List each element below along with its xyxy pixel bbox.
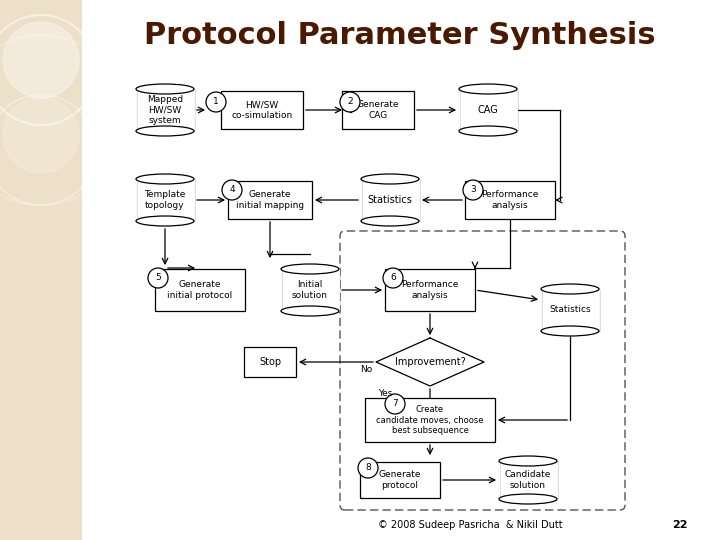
FancyBboxPatch shape bbox=[465, 181, 555, 219]
FancyBboxPatch shape bbox=[385, 269, 475, 311]
Text: 22: 22 bbox=[672, 520, 688, 530]
Ellipse shape bbox=[499, 456, 557, 466]
Text: Performance
analysis: Performance analysis bbox=[481, 190, 539, 210]
Ellipse shape bbox=[361, 216, 419, 226]
Text: Yes: Yes bbox=[378, 389, 392, 399]
Text: Initial
solution: Initial solution bbox=[292, 280, 328, 300]
FancyBboxPatch shape bbox=[136, 179, 194, 221]
Circle shape bbox=[383, 268, 403, 288]
Ellipse shape bbox=[459, 126, 517, 136]
Ellipse shape bbox=[499, 494, 557, 504]
FancyBboxPatch shape bbox=[342, 91, 414, 129]
FancyBboxPatch shape bbox=[0, 0, 82, 540]
FancyBboxPatch shape bbox=[365, 398, 495, 442]
Text: 6: 6 bbox=[390, 273, 396, 282]
Ellipse shape bbox=[541, 284, 599, 294]
Text: HW/SW
co-simulation: HW/SW co-simulation bbox=[231, 100, 292, 120]
Text: 5: 5 bbox=[155, 273, 161, 282]
Circle shape bbox=[206, 92, 226, 112]
Text: 8: 8 bbox=[365, 463, 371, 472]
FancyBboxPatch shape bbox=[155, 269, 245, 311]
FancyBboxPatch shape bbox=[360, 462, 440, 498]
Ellipse shape bbox=[361, 174, 419, 184]
FancyBboxPatch shape bbox=[281, 269, 339, 311]
Text: Protocol Parameter Synthesis: Protocol Parameter Synthesis bbox=[144, 21, 656, 50]
Text: Generate
initial protocol: Generate initial protocol bbox=[167, 280, 233, 300]
Ellipse shape bbox=[136, 174, 194, 184]
Text: Candidate
solution: Candidate solution bbox=[505, 470, 552, 490]
Text: 7: 7 bbox=[392, 400, 398, 408]
Text: Performance
analysis: Performance analysis bbox=[401, 280, 459, 300]
Ellipse shape bbox=[136, 216, 194, 226]
FancyBboxPatch shape bbox=[136, 89, 194, 131]
Text: Improvement?: Improvement? bbox=[395, 357, 465, 367]
Circle shape bbox=[340, 92, 360, 112]
Text: Generate
protocol: Generate protocol bbox=[379, 470, 421, 490]
Text: 3: 3 bbox=[470, 186, 476, 194]
Text: CAG: CAG bbox=[477, 105, 498, 115]
Circle shape bbox=[358, 458, 378, 478]
Text: Generate
CAG: Generate CAG bbox=[356, 100, 400, 120]
FancyBboxPatch shape bbox=[459, 89, 517, 131]
FancyBboxPatch shape bbox=[361, 179, 419, 221]
Circle shape bbox=[3, 22, 79, 98]
Text: Generate
initial mapping: Generate initial mapping bbox=[236, 190, 304, 210]
Ellipse shape bbox=[281, 306, 339, 316]
Circle shape bbox=[148, 268, 168, 288]
Polygon shape bbox=[376, 338, 484, 386]
Ellipse shape bbox=[136, 84, 194, 94]
Text: Statistics: Statistics bbox=[368, 195, 413, 205]
Circle shape bbox=[3, 97, 79, 173]
FancyBboxPatch shape bbox=[499, 461, 557, 499]
Circle shape bbox=[385, 394, 405, 414]
Text: 2: 2 bbox=[347, 98, 353, 106]
Text: © 2008 Sudeep Pasricha  & Nikil Dutt: © 2008 Sudeep Pasricha & Nikil Dutt bbox=[378, 520, 562, 530]
Ellipse shape bbox=[136, 126, 194, 136]
FancyBboxPatch shape bbox=[221, 91, 303, 129]
FancyBboxPatch shape bbox=[228, 181, 312, 219]
Ellipse shape bbox=[281, 264, 339, 274]
Circle shape bbox=[463, 180, 483, 200]
Ellipse shape bbox=[459, 84, 517, 94]
Text: 4: 4 bbox=[229, 186, 235, 194]
Ellipse shape bbox=[541, 326, 599, 336]
Text: Statistics: Statistics bbox=[549, 306, 591, 314]
Text: Mapped
HW/SW
system: Mapped HW/SW system bbox=[147, 95, 183, 125]
Text: Template
topology: Template topology bbox=[144, 190, 186, 210]
FancyBboxPatch shape bbox=[541, 289, 599, 331]
Circle shape bbox=[222, 180, 242, 200]
Text: No: No bbox=[360, 366, 372, 375]
FancyBboxPatch shape bbox=[244, 347, 296, 377]
Text: 1: 1 bbox=[213, 98, 219, 106]
Text: Create
candidate moves, choose
best subsequence: Create candidate moves, choose best subs… bbox=[377, 405, 484, 435]
Text: Stop: Stop bbox=[259, 357, 281, 367]
